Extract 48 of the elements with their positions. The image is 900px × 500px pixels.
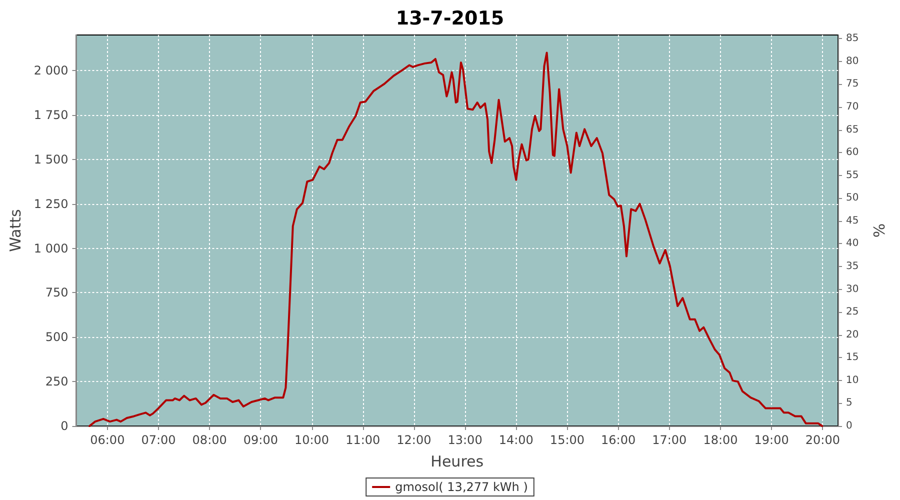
y2-tick-label: 20	[846, 329, 859, 340]
x-tick-label: 07:00	[141, 433, 176, 447]
line-series	[88, 52, 824, 427]
y-axis-title: Watts	[6, 209, 24, 252]
x-tick-label: 12:00	[396, 433, 432, 447]
x-axis-title: Heures	[430, 452, 484, 470]
y-tick-label: 1 000	[34, 241, 68, 256]
y-tick-label: 0	[60, 419, 68, 433]
y-tick-label: 1 500	[34, 152, 68, 166]
y2-tick-label: 80	[846, 56, 859, 67]
y-tick-label: 1 250	[34, 196, 68, 211]
y2-tick-label: 75	[846, 78, 859, 90]
y2-tick-label: 65	[846, 124, 859, 136]
x-tick-label: 09:00	[243, 433, 278, 447]
y2-tick-label: 5	[846, 398, 852, 409]
x-tick-label: 11:00	[346, 433, 380, 447]
y-tick-label: 2 000	[34, 64, 68, 78]
legend-label: gmosol( 13,277 kWh )	[395, 480, 528, 494]
y2-tick-label: 85	[846, 33, 859, 44]
y2-tick-label: 70	[846, 102, 859, 112]
x-tick-label: 15:00	[550, 433, 585, 447]
y-tick-label: 1 750	[34, 108, 68, 122]
y2-tick-label: 10	[846, 374, 859, 386]
x-tick-label: 08:00	[192, 433, 227, 447]
x-tick-label: 06:00	[90, 433, 125, 447]
y2-tick-label: 15	[846, 352, 859, 364]
x-tick-label: 14:00	[498, 433, 534, 447]
y2-tick-label: 55	[846, 170, 859, 181]
y2-tick-label: 0	[846, 420, 852, 432]
x-tick-label: 19:00	[754, 433, 789, 447]
x-tick-label: 10:00	[294, 433, 330, 447]
y2-tick-label: 50	[846, 192, 859, 204]
x-tick-label: 16:00	[601, 433, 636, 447]
x-tick-label: 18:00	[703, 433, 738, 447]
y2-tick-label: 30	[846, 284, 859, 295]
x-tick-label: 20:00	[805, 433, 840, 447]
y-tick-label: 750	[45, 286, 68, 300]
y2-tick-label: 45	[846, 215, 859, 226]
y2-tick-label: 60	[846, 147, 859, 158]
y2-tick-label: 25	[846, 306, 859, 318]
x-tick-label: 17:00	[652, 433, 687, 447]
y2-tick-label: 35	[846, 261, 859, 272]
y2-axis-title: %	[870, 223, 888, 238]
y-tick-label: 250	[45, 374, 68, 389]
chart-title: 13-7-2015	[396, 8, 504, 30]
x-tick-label: 13:00	[448, 433, 482, 447]
y-tick-label: 500	[45, 330, 68, 344]
y2-tick-label: 40	[846, 238, 859, 250]
